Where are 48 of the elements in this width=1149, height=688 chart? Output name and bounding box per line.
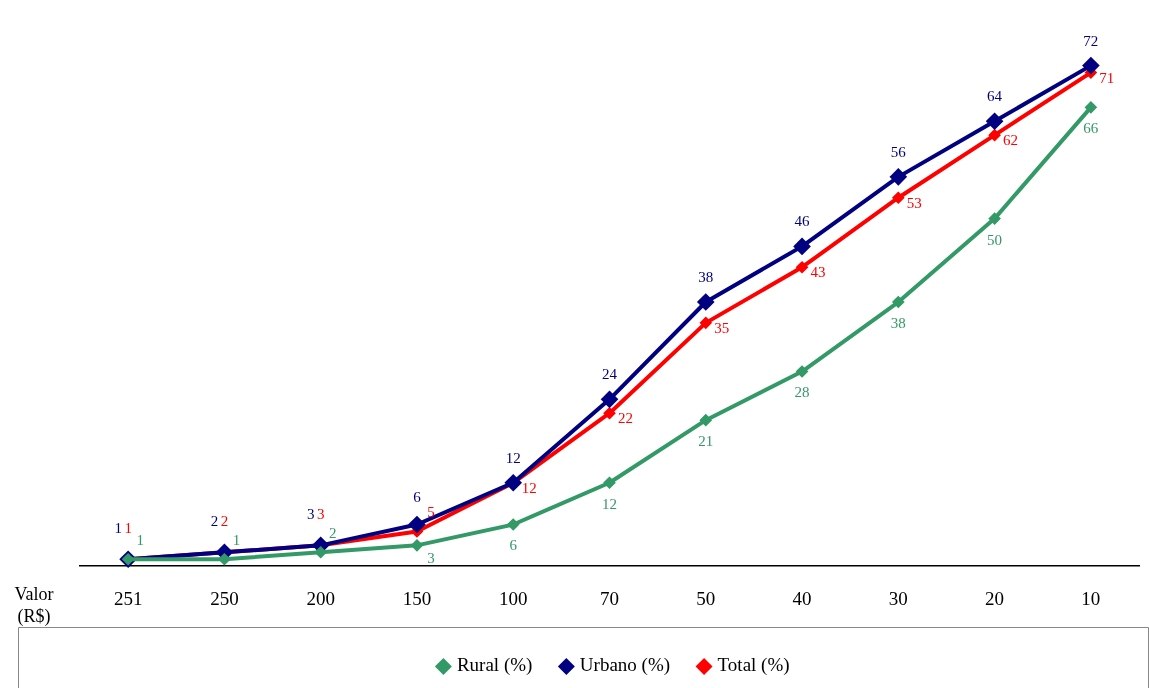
data-label: 38	[698, 268, 714, 285]
data-label: 21	[698, 433, 714, 450]
data-label: 38	[890, 314, 906, 331]
data-label: 64	[987, 88, 1003, 105]
data-label: 5	[427, 504, 435, 521]
x-tick-label: 200	[306, 587, 335, 609]
data-label: 1	[124, 520, 132, 537]
data-label: 6	[509, 537, 518, 554]
legend-label: Total (%)	[717, 654, 790, 677]
data-label: 53	[906, 194, 922, 211]
data-label: 46	[794, 213, 811, 230]
x-tick-label: 70	[600, 587, 619, 609]
data-label: 35	[714, 319, 730, 336]
data-label: 66	[1083, 120, 1099, 137]
x-tick-label: 20	[985, 587, 1005, 609]
data-label: 71	[1099, 69, 1115, 86]
data-label: 12	[505, 449, 521, 466]
data-label: 22	[618, 410, 633, 427]
data-label: 3	[316, 506, 325, 523]
data-label: 56	[890, 143, 907, 160]
x-tick-label: 100	[498, 587, 528, 609]
legend-label: Rural (%)	[456, 654, 533, 677]
data-label: 6	[413, 489, 422, 506]
data-label: 43	[810, 264, 826, 281]
data-label: 2	[210, 513, 219, 530]
data-label: 12	[521, 479, 537, 496]
data-label: 24	[602, 366, 618, 383]
data-label: 2	[220, 513, 229, 530]
data-label: 3	[427, 550, 435, 567]
data-label: 1	[232, 532, 241, 549]
data-label: 28	[794, 384, 810, 401]
data-label: 50	[987, 231, 1003, 248]
data-label: 62	[1003, 132, 1019, 149]
x-tick-label: 10	[1081, 587, 1101, 609]
x-tick-label: 250	[210, 587, 239, 609]
x-tick-label: 30	[888, 587, 908, 609]
data-label: 1	[136, 532, 144, 549]
x-axis-title: Valor (R$)	[13, 583, 55, 627]
x-tick-label: 40	[792, 587, 812, 609]
x-tick-label: 251	[113, 587, 143, 609]
legend-label: Urbano (%)	[579, 654, 671, 677]
x-tick-label: 150	[402, 587, 432, 609]
data-label: 12	[602, 495, 617, 512]
data-label: 72	[1083, 32, 1099, 49]
data-label: 1	[114, 520, 122, 537]
data-label: 2	[328, 525, 337, 542]
x-tick-label: 50	[696, 587, 716, 609]
data-label: 3	[306, 506, 315, 523]
